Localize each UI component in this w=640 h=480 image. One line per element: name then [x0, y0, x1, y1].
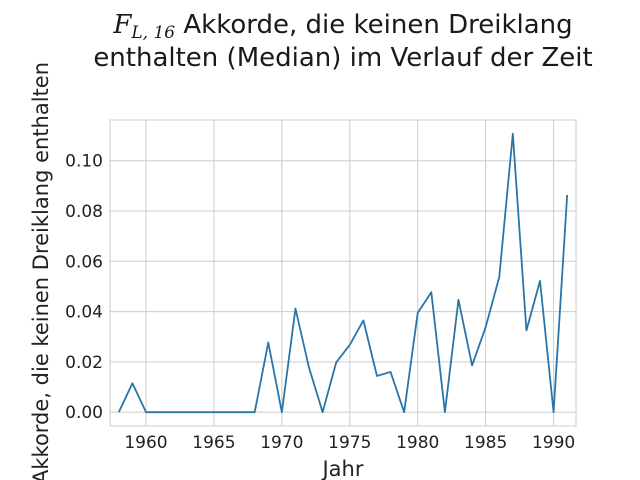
title-math-symbol: F	[113, 10, 132, 40]
chart-title-line-2: enthalten (Median) im Verlauf der Zeit	[93, 43, 593, 73]
y-axis-label: Akkorde, die keinen Dreiklang enthalten	[29, 62, 53, 480]
y-tick-labels: 0.00 0.02 0.04 0.06 0.08 0.10	[65, 152, 103, 423]
x-tick-label: 1965	[192, 433, 235, 453]
x-tick-label: 1960	[124, 433, 167, 453]
y-tick-label: 0.06	[65, 252, 103, 272]
x-tick-label: 1985	[464, 433, 507, 453]
x-tick-label: 1990	[532, 433, 575, 453]
x-tick-label: 1980	[396, 433, 439, 453]
series-points	[118, 133, 568, 413]
y-tick-label: 0.02	[65, 353, 103, 373]
median-series-line	[118, 132, 569, 414]
x-tick-label: 1975	[328, 433, 371, 453]
title-text-line-1: Akkorde, die keinen Dreiklang	[175, 10, 573, 40]
y-tick-label: 0.00	[65, 403, 103, 423]
x-tick-label: 1970	[260, 433, 303, 453]
x-tick-labels: 1960 1965 1970 1975 1980 1985 1990	[124, 433, 575, 453]
title-math-subscript: L, 16	[131, 23, 176, 43]
y-tick-label: 0.04	[65, 303, 103, 323]
plot-area	[110, 120, 576, 426]
y-tick-label: 0.08	[65, 202, 103, 222]
y-tick-label: 0.10	[65, 152, 103, 172]
chart-title-line-1: FL, 16 Akkorde, die keinen Dreiklang	[0, 10, 640, 43]
plot-frame	[109, 119, 577, 427]
x-axis-label: Jahr	[320, 457, 363, 480]
